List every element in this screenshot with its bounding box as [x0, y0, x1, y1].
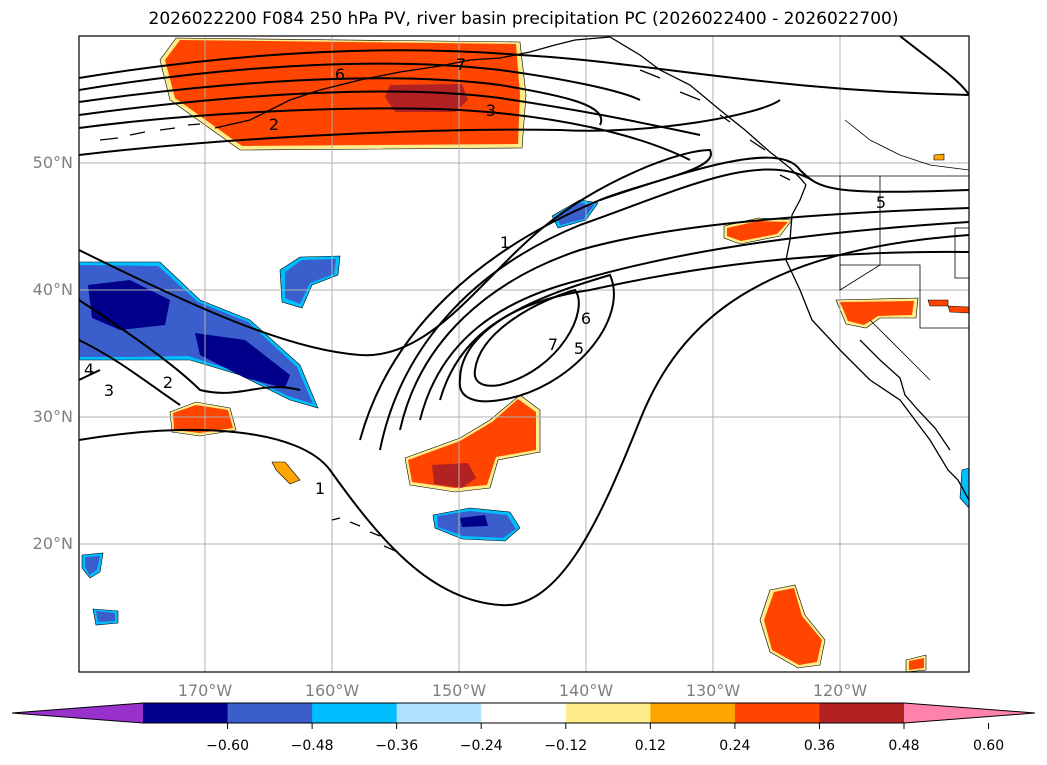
contour-label: 4 — [84, 360, 94, 379]
contour-label: 2 — [163, 373, 173, 392]
precip-negative-core — [460, 515, 488, 527]
pv-contour — [359, 156, 969, 441]
colorbar-tick-label: −0.12 — [544, 738, 588, 754]
precip-negative-blob — [556, 203, 594, 225]
lon-label: 140°W — [558, 681, 614, 700]
colorbar-cell — [396, 703, 482, 723]
precip-positive-blob — [173, 405, 233, 433]
colorbar-cell — [227, 703, 313, 723]
colorbar-cell — [734, 703, 820, 723]
aleutian-islands — [99, 123, 201, 141]
precip-positive-blob — [909, 658, 924, 670]
colorbar-tick-label: 0.24 — [719, 738, 751, 754]
contour-label: 1 — [315, 479, 325, 498]
contour-label: 3 — [104, 381, 114, 400]
pv-contour — [79, 62, 641, 101]
lat-label: 50°N — [32, 153, 73, 172]
precip-negative-blob — [96, 611, 115, 622]
colorbar-cell — [143, 703, 229, 723]
precip-negative-west-core — [195, 333, 290, 388]
colorbar-tick-label: −0.24 — [459, 738, 503, 754]
colorbar — [11, 702, 1036, 729]
precip-shading — [79, 37, 969, 672]
precip-positive-subtropical-core — [432, 463, 476, 488]
alaska-canada-border — [844, 119, 969, 171]
pv-contour — [79, 99, 781, 156]
contour-label: 5 — [876, 193, 886, 212]
colorbar-cell — [650, 703, 736, 723]
colorbar-cell — [565, 703, 651, 723]
precip-negative-blob — [959, 467, 969, 509]
lon-label: 170°W — [177, 681, 233, 700]
lat-label: 30°N — [32, 407, 73, 426]
pv-contours — [79, 36, 969, 607]
precip-negative-west-core — [88, 280, 170, 330]
precip-positive-blob — [727, 221, 788, 241]
contour-label: 6 — [581, 309, 591, 328]
contour-label: 3 — [486, 101, 496, 120]
colorbar-tick-label: 0.12 — [634, 738, 666, 754]
pv-contour — [899, 36, 969, 96]
lon-label: 120°W — [812, 681, 868, 700]
colorbar-tick-label: 0.36 — [803, 738, 836, 754]
gridlines — [79, 36, 969, 672]
precip-negative-blob — [285, 259, 336, 304]
lon-label: 160°W — [304, 681, 360, 700]
contour-label: 2 — [269, 115, 279, 134]
pv-contour — [458, 273, 615, 403]
pv-contour — [79, 299, 301, 394]
pv-contour — [79, 148, 712, 357]
lat-label: 40°N — [32, 280, 73, 299]
state-border — [954, 227, 969, 279]
colorbar-cell — [312, 703, 398, 723]
colorbar-cell — [819, 703, 905, 723]
contour-label: 6 — [335, 65, 345, 84]
pv-contour — [79, 90, 701, 136]
contour-labels: 1 1 2 2 3 3 4 5 5 6 6 7 7 — [84, 55, 886, 498]
pv-contour — [419, 221, 969, 421]
colorbar-extend-min — [12, 703, 143, 723]
pv-contour — [79, 107, 691, 161]
contour-label: 7 — [456, 55, 466, 74]
lat-label: 20°N — [32, 534, 73, 553]
lon-label: 150°W — [431, 681, 487, 700]
lon-label: 130°W — [685, 681, 741, 700]
pv-contour — [379, 168, 813, 451]
pv-contour — [79, 339, 181, 406]
pv-contour — [79, 369, 101, 381]
contour-label: 7 — [548, 335, 558, 354]
colorbar-tick-label: 0.60 — [972, 738, 1005, 754]
baja-coast — [859, 339, 951, 451]
precip-positive-blob — [927, 299, 949, 307]
figure-title: 2026022200 F084 250 hPa PV, river basin … — [148, 9, 899, 29]
hawaii-islands — [331, 517, 399, 553]
colorbar-cell — [481, 703, 567, 723]
pv-contour — [79, 234, 969, 607]
precip-positive-blob — [947, 305, 969, 314]
precip-positive-blob — [840, 301, 914, 325]
pv-contour — [399, 207, 969, 431]
colorbar-tick-label: −0.48 — [290, 738, 334, 754]
precip-positive-blob — [933, 153, 945, 161]
map-frame — [78, 35, 970, 673]
precip-negative-blob — [85, 556, 100, 575]
colorbar-tick-label: −0.60 — [206, 738, 249, 754]
pv-contour — [473, 288, 580, 387]
state-border — [840, 264, 969, 329]
colorbar-tick-label: −0.36 — [375, 738, 419, 754]
contour-label: 5 — [574, 339, 584, 358]
pv-contour — [79, 49, 969, 96]
colorbar-tick-label: 0.48 — [888, 738, 920, 754]
precip-positive-blob — [764, 588, 822, 665]
pv-contour — [439, 250, 969, 401]
pacific-northwest-coast — [785, 184, 969, 501]
pv-contour — [79, 77, 603, 126]
precip-positive-blob — [271, 461, 301, 485]
colorbar-extend-max — [904, 703, 1035, 723]
contour-label: 1 — [500, 233, 510, 252]
state-border — [869, 319, 931, 381]
